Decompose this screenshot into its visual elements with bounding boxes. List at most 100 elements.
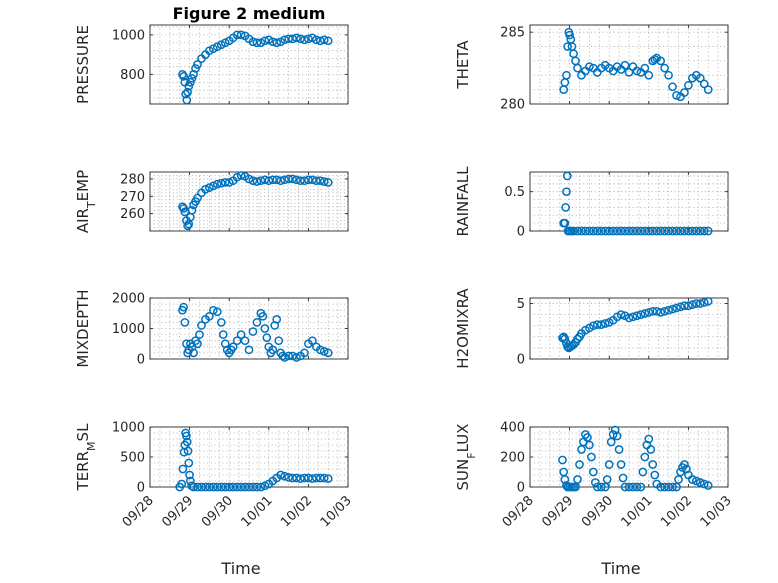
data-point xyxy=(592,320,602,329)
data-point xyxy=(618,473,628,483)
x-tick-label: 10/01 xyxy=(619,493,656,530)
y-tick-label: 500 xyxy=(120,451,145,466)
data-point xyxy=(193,60,202,69)
y-axis-label: PRESSURE xyxy=(74,25,92,104)
data-point xyxy=(573,475,582,484)
data-point xyxy=(300,176,309,186)
data-point xyxy=(577,445,586,454)
data-point xyxy=(304,175,313,185)
data-point xyxy=(240,336,250,346)
data-point xyxy=(248,37,258,47)
y-tick-label: 285 xyxy=(500,26,525,41)
data-point xyxy=(272,315,282,324)
data-point xyxy=(183,446,193,456)
data-point xyxy=(614,445,624,454)
y-axis-label-part: TERR xyxy=(74,451,92,492)
data-point xyxy=(562,70,571,80)
data-point xyxy=(680,88,689,97)
data-point xyxy=(691,299,701,308)
data-point xyxy=(278,351,288,361)
x-tick-label: 10/03 xyxy=(698,493,735,530)
data-point xyxy=(703,296,713,306)
data-point xyxy=(660,306,669,316)
y-axis-label: MIXDEPTH xyxy=(74,289,92,367)
data-point xyxy=(262,333,272,342)
data-point xyxy=(220,178,230,187)
data-point xyxy=(560,475,570,484)
y-axis-label-part: RAINFALL xyxy=(454,166,472,237)
data-point xyxy=(292,33,301,43)
data-point xyxy=(264,176,274,186)
y-tick-label: 800 xyxy=(120,68,145,83)
data-point xyxy=(672,91,681,100)
data-point xyxy=(624,313,634,323)
data-point xyxy=(292,175,301,185)
data-point xyxy=(656,308,666,317)
data-point xyxy=(260,36,270,46)
data-point xyxy=(674,475,683,484)
data-point xyxy=(224,178,234,187)
y-tick-label: 1000 xyxy=(112,322,145,337)
data-point xyxy=(184,81,194,91)
data-point xyxy=(308,336,317,346)
data-point xyxy=(636,310,646,319)
data-point xyxy=(308,175,317,185)
data-point xyxy=(236,30,246,40)
data-point xyxy=(272,38,282,48)
data-point xyxy=(315,345,325,355)
y-tick-label: 2000 xyxy=(112,292,145,307)
data-point xyxy=(228,342,238,352)
data-point xyxy=(216,318,226,327)
data-point xyxy=(205,311,214,321)
data-point xyxy=(209,305,218,315)
data-point xyxy=(560,218,570,228)
y-axis-label: H2OMIXRA xyxy=(454,288,472,369)
data-point xyxy=(684,80,693,90)
data-point xyxy=(288,174,297,184)
subplot-4: 0 0.5 RAINFALL xyxy=(454,166,729,240)
data-point xyxy=(668,82,677,92)
data-point xyxy=(672,303,681,313)
data-point xyxy=(616,460,626,469)
data-point xyxy=(636,482,646,492)
data-point xyxy=(628,312,638,322)
y-tick-label: 1000 xyxy=(112,421,145,436)
x-tick-label: 10/02 xyxy=(658,493,695,530)
data-point xyxy=(212,307,222,317)
data-point xyxy=(646,445,656,454)
data-point xyxy=(185,470,194,480)
data-point xyxy=(575,460,584,469)
data-point xyxy=(232,172,242,182)
data-point xyxy=(323,348,333,358)
data-point xyxy=(260,324,270,333)
data-point xyxy=(560,334,570,344)
data-point xyxy=(695,478,705,487)
data-point xyxy=(179,302,189,312)
subplot-2: 280 285 THETA xyxy=(454,24,729,113)
y-axis-label: THETA xyxy=(454,40,472,90)
data-point xyxy=(664,305,673,315)
y-axis-label-part: EMP xyxy=(74,170,92,201)
data-point xyxy=(660,63,669,73)
data-point xyxy=(565,30,574,40)
x-tick-label: 09/28 xyxy=(120,493,157,530)
x-axis-label: Time xyxy=(220,559,260,578)
data-point xyxy=(184,458,194,468)
data-point xyxy=(684,301,693,311)
y-tick-label: 0 xyxy=(517,481,525,496)
data-point xyxy=(315,473,325,483)
data-point xyxy=(640,452,650,462)
data-point xyxy=(288,473,297,483)
data-point xyxy=(308,474,317,483)
data-point xyxy=(268,345,278,355)
y-axis-label-part: MIXDEPTH xyxy=(74,289,92,367)
y-axis-label-part: T xyxy=(85,201,98,209)
data-point xyxy=(193,339,202,349)
data-point xyxy=(680,460,689,469)
data-point xyxy=(573,63,582,73)
data-point xyxy=(648,460,658,469)
data-point xyxy=(620,60,630,70)
y-axis-label-part: H2OMIXRA xyxy=(454,288,472,369)
data-point xyxy=(244,345,254,355)
data-point xyxy=(180,318,190,327)
